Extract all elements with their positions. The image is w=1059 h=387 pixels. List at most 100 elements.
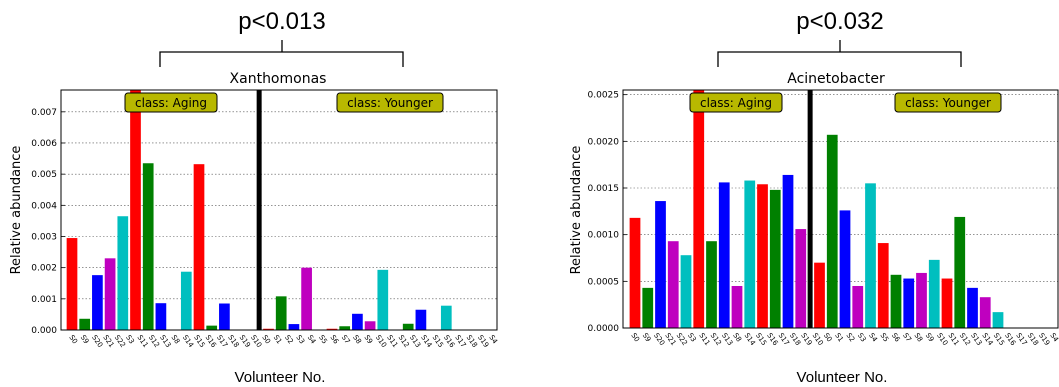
bar [667,241,679,328]
x-tick-label: S16 [1003,332,1018,348]
x-tick-label: S13 [408,334,422,350]
x-tick-label: S22 [113,334,127,350]
x-tick-label: S18 [465,334,479,350]
bar [757,184,768,328]
y-axis-ticks: 0.0000 0.0005 0.0010 0.0015 0.0020 0.0025 [588,91,627,334]
y-tick-label: 0.0000 [588,324,620,334]
bar [66,238,78,330]
bar [642,287,654,328]
x-tick-label: S4 [306,334,318,346]
x-tick-label: S9 [362,334,374,346]
x-tick-label: S16 [204,334,219,350]
bar [104,258,116,330]
bar [79,318,91,330]
bar [941,278,953,328]
plot-frame [622,89,1059,329]
class-aging-label: class: Aging [689,92,783,113]
x-tick-label: S3 [856,332,868,344]
x-tick-label: S8 [731,332,743,344]
y-tick-label: 0.000 [31,326,57,336]
x-tick-label: S22 [675,332,689,348]
x-tick-label: S10 [374,334,388,350]
x-tick-label: S3 [686,332,698,344]
bar [339,326,351,330]
x-tick-label: S19 [476,334,490,350]
bar [865,183,876,328]
x-tick-label: S2 [845,332,857,344]
bar [903,278,915,328]
bar [377,269,389,330]
x-tick-label: S19 [1037,332,1051,348]
bar [92,275,103,330]
x-tick-label: S8 [351,334,363,346]
x-tick-label: S21 [663,332,677,348]
bar [992,312,1004,328]
x-axis-label: Volunteer No. [235,369,326,386]
y-tick-label: 0.004 [31,201,57,211]
x-tick-label: S1 [833,332,845,344]
chart-title: Acinetobacter [787,71,885,87]
x-tick-label: S3 [294,334,306,346]
x-tick-label: S11 [946,332,960,348]
x-tick-label: S19 [799,332,813,348]
y-tick-label: 0.0020 [588,137,620,147]
x-tick-label: S9 [641,332,653,344]
bar [193,164,205,330]
x-tick-label: S13 [158,334,172,350]
x-tick-label: S15 [992,332,1006,348]
x-tick-label: S5 [878,332,890,344]
x-tick-label: S0 [260,334,272,346]
bar [301,267,312,330]
y-tick-label: 0.006 [31,139,57,149]
x-tick-label: S10 [935,332,949,348]
x-tick-label: S8 [912,332,924,344]
bar [142,163,154,330]
x-tick-label: S8 [170,334,182,346]
bar [852,286,864,328]
bar-series [629,90,1004,328]
bar [440,305,452,330]
x-tick-label: S12 [709,332,723,348]
bar [769,189,781,328]
x-tick-label: S13 [720,332,734,348]
bar [814,262,825,328]
x-axis-label: Volunteer No. [797,369,888,386]
y-tick-label: 0.007 [31,108,57,118]
bar [731,286,743,328]
x-tick-label: S5 [317,334,329,346]
bar [954,216,966,328]
y-tick-label: 0.0010 [588,231,620,241]
x-tick-label: S7 [340,334,352,346]
panel-xanthomonas: p<0.013 Xanthomonas Relative abundance V… [9,8,499,386]
panel-acinetobacter: p<0.032 Acinetobacter Relative abundance… [569,8,1059,386]
bar [706,241,717,328]
chart-title: Xanthomonas [230,71,327,87]
x-tick-label: S18 [1026,332,1040,348]
bar [744,180,756,328]
x-tick-label: S1 [272,334,284,346]
x-tick-label: S18 [788,332,802,348]
x-tick-label: S0 [822,332,834,344]
bar [693,90,705,328]
x-tick-label: S17 [215,334,229,350]
class-younger-text: class: Younger [347,96,433,110]
x-tick-label: S15 [431,334,445,350]
x-tick-label: S14 [743,332,758,348]
significance-bracket [159,40,404,67]
x-tick-label: S4 [1048,332,1059,344]
x-tick-label: S0 [67,334,79,346]
bar [219,303,230,330]
x-tick-label: S15 [754,332,768,348]
bar [415,309,427,330]
x-tick-label: S13 [969,332,983,348]
bar [117,216,129,330]
y-tick-label: 0.003 [31,232,57,242]
significance-bracket [717,40,962,67]
x-tick-label: S16 [442,334,457,350]
x-tick-label: S17 [777,332,791,348]
bar [402,323,414,330]
x-tick-label: S9 [924,332,936,344]
